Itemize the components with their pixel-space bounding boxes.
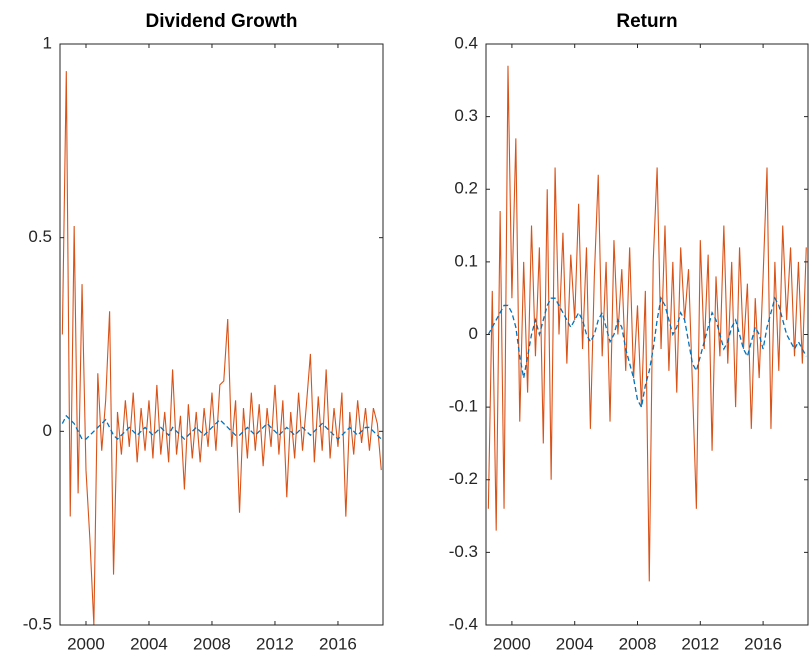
x-tick-label: 2000 bbox=[67, 634, 105, 653]
y-tick-label: 0 bbox=[43, 421, 52, 440]
y-tick-label: -0.4 bbox=[449, 614, 478, 633]
chart-title: Dividend Growth bbox=[146, 11, 298, 32]
y-tick-label: -0.3 bbox=[449, 542, 478, 561]
line-series bbox=[61, 414, 382, 440]
y-tick-label: 0.2 bbox=[454, 179, 478, 198]
y-tick-label: -0.5 bbox=[23, 614, 52, 633]
y-tick-label: 0.4 bbox=[454, 33, 478, 52]
y-tick-label: 0.1 bbox=[454, 251, 478, 270]
line-series bbox=[61, 71, 382, 625]
line-series bbox=[487, 65, 807, 582]
chart-title: Return bbox=[616, 11, 677, 32]
x-tick-label: 2004 bbox=[556, 634, 594, 653]
y-tick-label: 0 bbox=[469, 324, 478, 343]
axes-box bbox=[59, 43, 384, 626]
x-tick-label: 2016 bbox=[319, 634, 357, 653]
x-tick-label: 2012 bbox=[256, 634, 294, 653]
y-tick-label: 0.3 bbox=[454, 106, 478, 125]
y-tick-label: 0.5 bbox=[28, 227, 52, 246]
x-tick-label: 2012 bbox=[681, 634, 719, 653]
y-tick-label: -0.1 bbox=[449, 397, 478, 416]
x-tick-label: 2016 bbox=[744, 634, 782, 653]
x-tick-label: 2004 bbox=[130, 634, 168, 653]
subplot: Dividend Growth -0.5 0 0.5 1 2000 2004 2008 2012… bbox=[23, 11, 384, 653]
x-tick-label: 2008 bbox=[619, 634, 657, 653]
y-tick-label: -0.2 bbox=[449, 469, 478, 488]
subplot: Return -0.4 -0.3 -0.2 -0.1 0 0.1 0.2 0.3 0.4 2000 2… bbox=[449, 11, 809, 653]
line-series bbox=[487, 296, 807, 410]
y-tick-label: 1 bbox=[43, 33, 52, 52]
x-tick-label: 2008 bbox=[193, 634, 231, 653]
x-tick-label: 2000 bbox=[493, 634, 531, 653]
plot-area bbox=[60, 44, 383, 625]
